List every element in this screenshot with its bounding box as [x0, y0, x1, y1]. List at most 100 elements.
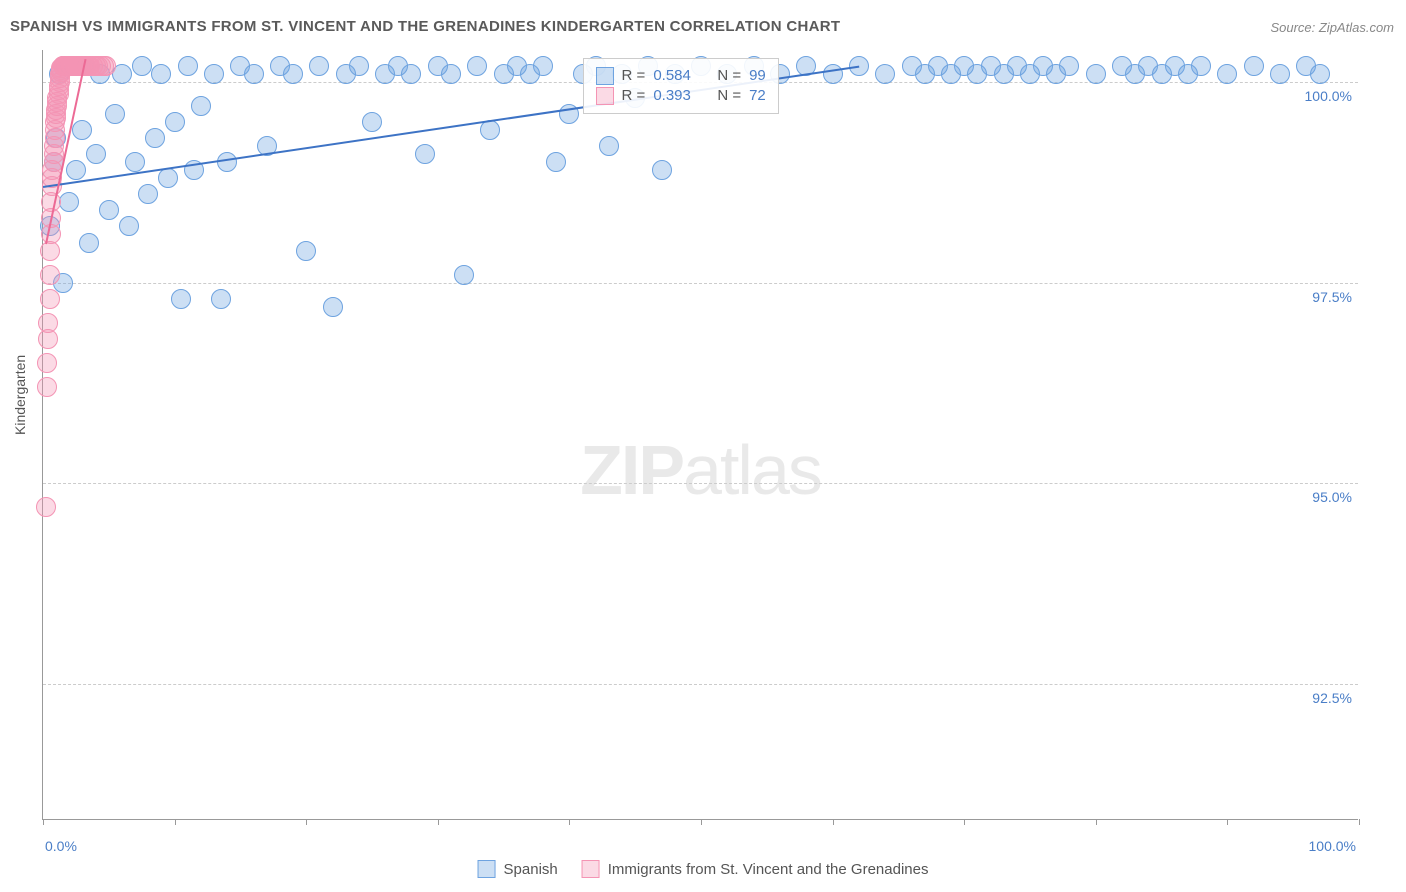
scatter-point: [401, 64, 421, 84]
scatter-point: [323, 297, 343, 317]
y-tick-label: 100.0%: [1305, 88, 1352, 104]
x-tick: [569, 819, 570, 825]
scatter-point: [244, 64, 264, 84]
plot-area: ZIPatlas 100.0%97.5%95.0%92.5%0.0%100.0%…: [42, 50, 1358, 820]
scatter-point: [454, 265, 474, 285]
scatter-point: [105, 104, 125, 124]
y-tick-label: 95.0%: [1312, 489, 1352, 505]
scatter-point: [211, 289, 231, 309]
stats-legend-row: R = 0.584 N = 99: [596, 67, 766, 85]
scatter-point: [72, 120, 92, 140]
legend-item: Spanish: [478, 860, 558, 878]
scatter-point: [362, 112, 382, 132]
scatter-point: [132, 56, 152, 76]
gridline: [43, 483, 1358, 484]
scatter-point: [1310, 64, 1330, 84]
scatter-point: [1059, 56, 1079, 76]
scatter-point: [37, 377, 57, 397]
scatter-point: [546, 152, 566, 172]
stats-legend-row: R = 0.393 N = 72: [596, 87, 766, 105]
scatter-point: [652, 160, 672, 180]
gridline: [43, 684, 1358, 685]
x-tick: [175, 819, 176, 825]
scatter-point: [138, 184, 158, 204]
scatter-point: [1217, 64, 1237, 84]
scatter-point: [99, 200, 119, 220]
x-tick: [438, 819, 439, 825]
scatter-point: [37, 353, 57, 373]
scatter-point: [36, 497, 56, 517]
scatter-point: [1244, 56, 1264, 76]
n-label: N =: [717, 87, 741, 104]
x-tick: [1359, 819, 1360, 825]
scatter-point: [66, 160, 86, 180]
scatter-point: [1086, 64, 1106, 84]
scatter-point: [38, 313, 58, 333]
scatter-point: [165, 112, 185, 132]
legend-swatch: [478, 860, 496, 878]
r-value: 0.584: [653, 67, 709, 84]
legend-swatch: [582, 860, 600, 878]
scatter-point: [178, 56, 198, 76]
legend-item: Immigrants from St. Vincent and the Gren…: [582, 860, 929, 878]
watermark-rest: atlas: [683, 431, 821, 509]
x-tick: [701, 819, 702, 825]
scatter-point: [349, 56, 369, 76]
scatter-point: [533, 56, 553, 76]
x-tick: [833, 819, 834, 825]
scatter-point: [823, 64, 843, 84]
stats-legend: R = 0.584 N = 99 R = 0.393 N = 72: [583, 58, 779, 114]
scatter-point: [151, 64, 171, 84]
scatter-point: [480, 120, 500, 140]
legend-swatch: [596, 67, 614, 85]
x-tick: [43, 819, 44, 825]
scatter-point: [79, 233, 99, 253]
x-tick: [1227, 819, 1228, 825]
scatter-point: [86, 144, 106, 164]
x-axis-label: 100.0%: [1309, 838, 1356, 854]
scatter-point: [158, 168, 178, 188]
scatter-point: [125, 152, 145, 172]
gridline: [43, 283, 1358, 284]
n-value: 99: [749, 67, 766, 84]
scatter-point: [119, 216, 139, 236]
y-tick-label: 92.5%: [1312, 690, 1352, 706]
scatter-point: [40, 289, 60, 309]
legend-swatch: [596, 87, 614, 105]
watermark-bold: ZIP: [580, 431, 683, 509]
scatter-point: [415, 144, 435, 164]
scatter-point: [283, 64, 303, 84]
n-value: 72: [749, 87, 766, 104]
r-value: 0.393: [653, 87, 709, 104]
scatter-point: [96, 56, 116, 76]
series-legend: Spanish Immigrants from St. Vincent and t…: [478, 860, 929, 878]
x-tick: [306, 819, 307, 825]
n-label: N =: [717, 67, 741, 84]
scatter-point: [40, 265, 60, 285]
legend-label: Spanish: [504, 861, 558, 878]
chart-title: SPANISH VS IMMIGRANTS FROM ST. VINCENT A…: [10, 18, 840, 35]
scatter-point: [171, 289, 191, 309]
watermark: ZIPatlas: [580, 430, 821, 510]
y-tick-label: 97.5%: [1312, 289, 1352, 305]
scatter-point: [875, 64, 895, 84]
scatter-point: [441, 64, 461, 84]
scatter-point: [204, 64, 224, 84]
r-label: R =: [622, 67, 646, 84]
x-tick: [964, 819, 965, 825]
scatter-point: [309, 56, 329, 76]
scatter-point: [1270, 64, 1290, 84]
scatter-point: [217, 152, 237, 172]
correlation-chart: SPANISH VS IMMIGRANTS FROM ST. VINCENT A…: [0, 0, 1406, 892]
scatter-point: [191, 96, 211, 116]
source-attribution: Source: ZipAtlas.com: [1270, 20, 1394, 35]
scatter-point: [145, 128, 165, 148]
x-tick: [1096, 819, 1097, 825]
scatter-point: [467, 56, 487, 76]
legend-label: Immigrants from St. Vincent and the Gren…: [608, 861, 929, 878]
r-label: R =: [622, 87, 646, 104]
scatter-point: [59, 192, 79, 212]
x-axis-label: 0.0%: [45, 838, 77, 854]
scatter-point: [1191, 56, 1211, 76]
scatter-point: [296, 241, 316, 261]
